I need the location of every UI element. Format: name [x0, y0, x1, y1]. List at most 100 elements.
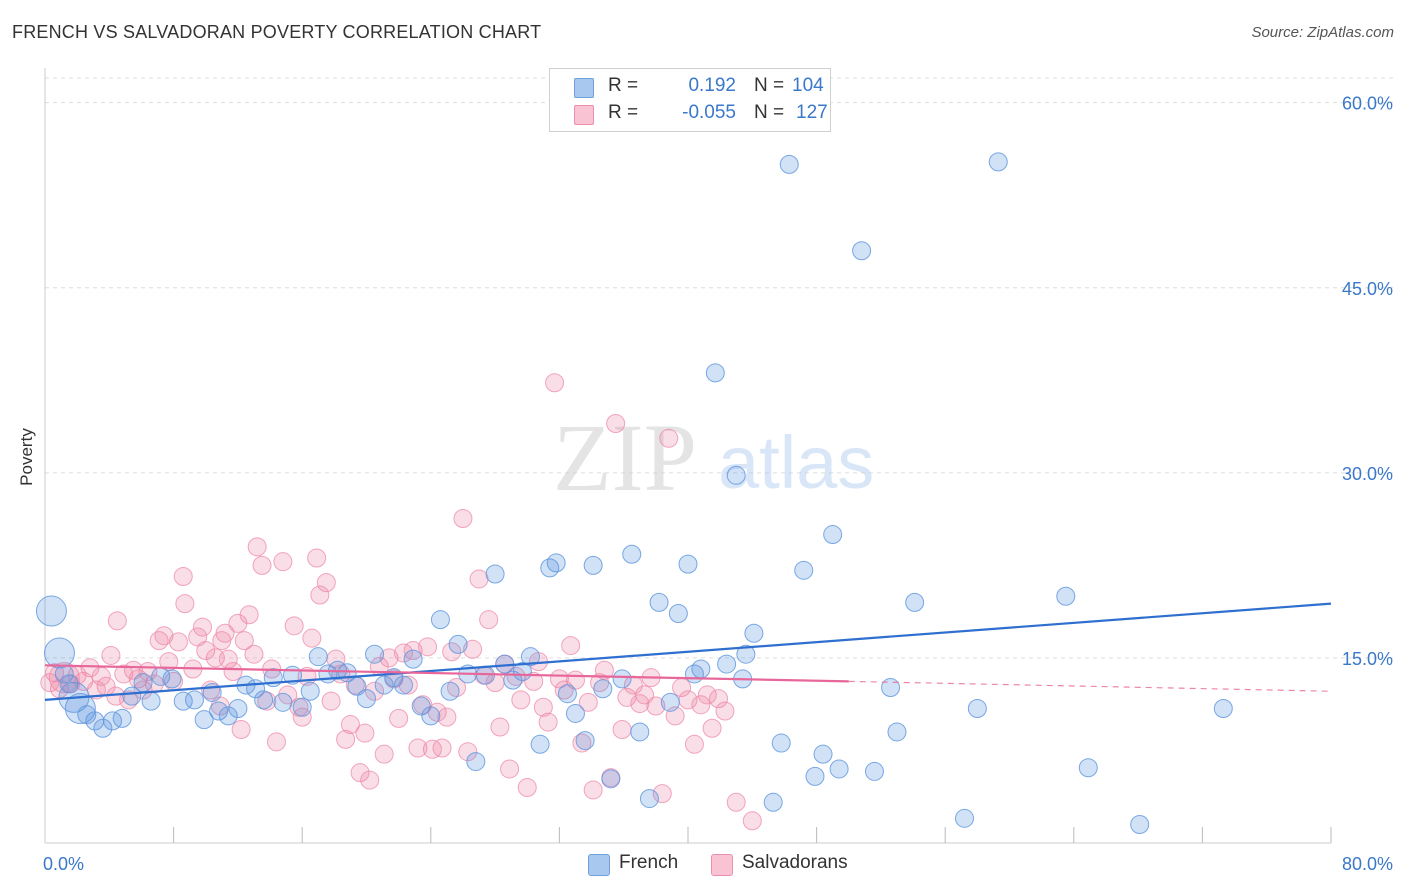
salvadoran-point [533, 697, 553, 717]
french-point [209, 701, 229, 721]
salvadoran-legend-swatch [711, 854, 733, 876]
salvadoran-point [252, 555, 272, 575]
french-point [440, 681, 460, 701]
x-tick-label-min: 0.0% [43, 854, 84, 874]
salvadoran-point [336, 729, 356, 749]
french-point [583, 555, 603, 575]
french-point [717, 654, 737, 674]
watermark-zip: ZIP [553, 404, 697, 511]
n-value: 127 [796, 102, 828, 123]
french-legend-label: French [619, 852, 679, 873]
french-point [622, 544, 642, 564]
french-point [300, 681, 320, 701]
correlation-legend: R = 0.192 N = 104 R = -0.055 N = 127 [549, 68, 831, 132]
french-point [218, 706, 238, 726]
axes [44, 68, 1332, 844]
salvadoran-point [578, 692, 598, 712]
french-point [540, 558, 560, 578]
salvadoran-point [196, 641, 216, 661]
french-point [1213, 699, 1233, 719]
y-tick-label: 15.0% [1342, 649, 1393, 669]
y-axis-label: Poverty [17, 428, 36, 486]
salvadoran-point [168, 632, 188, 652]
salvadoran-point [702, 718, 722, 738]
salvadoran-point [630, 694, 650, 714]
salvadoran-point [572, 733, 592, 753]
french-point [112, 708, 132, 728]
french-point [705, 363, 725, 383]
french-point [954, 808, 974, 828]
salvadoran-point [350, 763, 370, 783]
french-point [357, 689, 376, 709]
french-point [403, 649, 423, 669]
french-point [77, 705, 97, 725]
french-point [988, 152, 1008, 172]
french-point [736, 644, 756, 664]
french-point [771, 733, 791, 753]
french-point [593, 679, 613, 699]
french-point [744, 623, 764, 643]
salvadoran-point [365, 681, 385, 701]
salvadoran-point [133, 680, 153, 700]
salvadoran-point [447, 678, 467, 698]
salvadoran-point [408, 738, 428, 758]
salvadoran-point [463, 639, 483, 659]
salvadoran-point [422, 739, 442, 759]
french-point [308, 647, 328, 667]
french-point [162, 669, 182, 689]
french-point [254, 690, 274, 710]
french-point [1078, 758, 1098, 778]
french-point [829, 759, 849, 779]
french-point [485, 564, 505, 584]
r-value: -0.055 [682, 102, 736, 123]
french-point [292, 697, 312, 717]
french-trend-line [44, 602, 1332, 701]
french-point [565, 703, 585, 723]
salvadoran-point [284, 616, 304, 636]
salvadoran-point [107, 611, 127, 631]
french-point [448, 634, 468, 654]
salvadoran-trend-line [44, 664, 849, 683]
french-point [726, 465, 746, 485]
y-tick-label: 45.0% [1342, 279, 1393, 299]
french-point [133, 673, 153, 693]
french-point [794, 560, 814, 580]
french-point [1056, 586, 1076, 606]
salvadoran-point [114, 664, 134, 684]
salvadoran-point [500, 759, 520, 779]
salvadoran-point [594, 660, 614, 680]
salvadoran-point [215, 623, 235, 643]
salvadoran-point [360, 770, 380, 790]
french-point [881, 678, 901, 698]
french-point [273, 692, 293, 712]
salvadoran-point [715, 701, 735, 721]
salvadoran-point [154, 626, 174, 646]
salvadoran-point [442, 642, 462, 662]
french-point [967, 699, 987, 719]
french-point [763, 792, 783, 812]
salvadoran-point [173, 566, 193, 586]
french-point [228, 699, 248, 719]
french-point [639, 789, 659, 809]
salvadoran-point [379, 648, 399, 668]
salvadoran-point [175, 594, 195, 614]
salvadoran-point [340, 715, 360, 735]
french-point [649, 592, 669, 612]
salvadoran-point [231, 719, 251, 739]
french-point [184, 690, 204, 710]
salvadoran-point [257, 691, 277, 711]
salvadoran-point [469, 569, 489, 589]
salvadoran-point [310, 585, 330, 605]
french-point [141, 691, 161, 711]
french-point [678, 554, 698, 574]
source-label: Source: ZipAtlas.com [1251, 24, 1394, 41]
french-point [430, 610, 450, 630]
salvadoran-point [321, 691, 341, 711]
french-point [630, 722, 650, 742]
french-legend-swatch [588, 854, 610, 876]
salvadoran-point [726, 792, 746, 812]
y-tick-labels: 15.0% 30.0% 45.0% 60.0% [1342, 94, 1393, 669]
n-value: 104 [792, 75, 824, 96]
salvadoran-trend-extension [848, 680, 1332, 692]
french-point [411, 696, 431, 716]
